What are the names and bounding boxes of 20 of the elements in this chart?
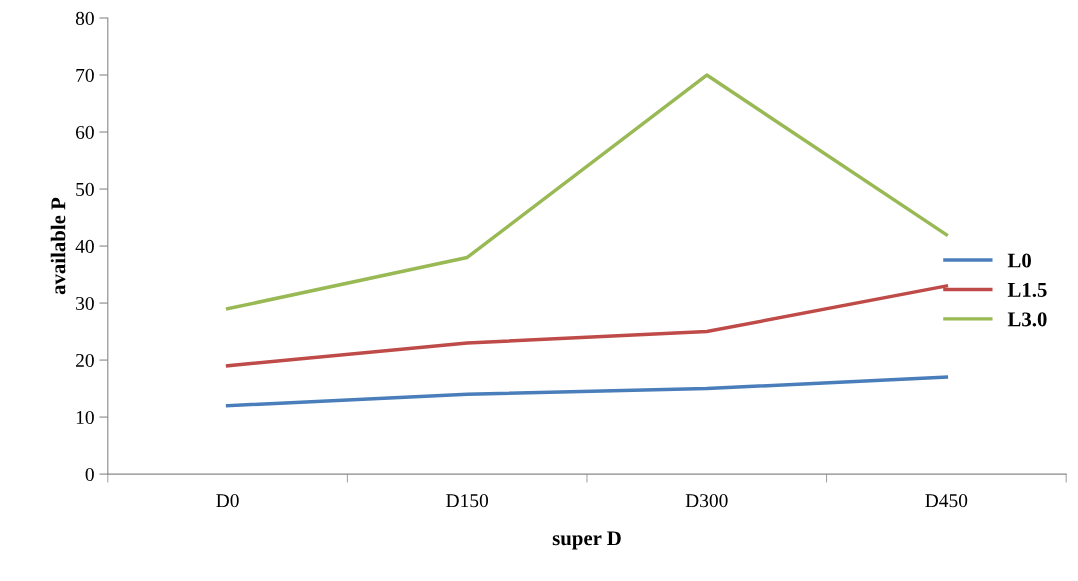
y-tick-label: 30 xyxy=(76,296,94,310)
y-tick-label: 40 xyxy=(75,239,94,253)
y-tick-label: 60 xyxy=(76,125,94,139)
line-series xyxy=(225,375,949,408)
y-tick-label: 10 xyxy=(76,410,94,425)
x-axis-title: super D xyxy=(552,531,621,550)
y-tick-label: 50 xyxy=(76,182,94,196)
y-tick-label: 0 xyxy=(85,467,94,482)
y-axis-title: available P xyxy=(50,197,66,295)
x-tick-label: D0 xyxy=(216,494,239,508)
line-series xyxy=(225,73,949,311)
legend-label: L1.5 xyxy=(1007,282,1047,298)
legend-label: L3.0 xyxy=(1007,312,1047,327)
x-tick-label: D300 xyxy=(685,494,728,508)
legend-label: L0 xyxy=(1007,253,1031,268)
y-tick-label: 80 xyxy=(75,11,94,25)
x-tick-label: D450 xyxy=(925,494,968,508)
y-tick-label: 70 xyxy=(76,68,94,82)
x-tick-label: D150 xyxy=(446,494,489,508)
y-tick-label: 20 xyxy=(76,353,94,368)
